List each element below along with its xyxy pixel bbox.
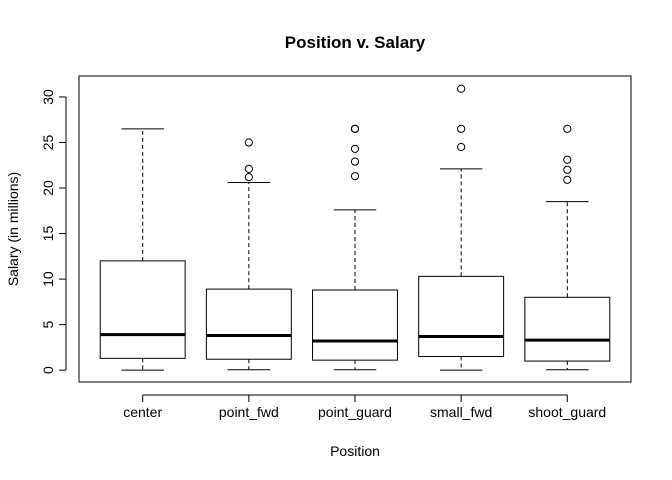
boxes-group — [99, 84, 611, 371]
x-tick-label: shoot_guard — [528, 404, 606, 420]
box-iqr — [312, 289, 398, 361]
outlier-point — [350, 124, 360, 133]
x-axis-label: Position — [330, 443, 380, 459]
outlier-point — [563, 165, 572, 174]
box-iqr — [524, 296, 611, 362]
outlier-point — [244, 172, 253, 182]
outlier-point — [563, 155, 572, 164]
outlier-point — [244, 164, 253, 173]
x-tick-label: point_guard — [318, 404, 392, 420]
x-tick-label: small_fwd — [430, 404, 492, 420]
y-tick-label: 25 — [40, 134, 56, 150]
outlier-point — [457, 124, 466, 133]
outlier-point — [350, 144, 360, 153]
box-shoot_guard — [524, 124, 611, 371]
outlier-point — [350, 172, 360, 181]
x-tick-label: center — [123, 404, 162, 420]
y-tick-label: 20 — [40, 180, 56, 196]
box-iqr — [99, 260, 186, 359]
x-axis: center point_fwd point_guard small_fwd shoot… — [123, 394, 606, 420]
y-tick-label: 15 — [40, 226, 56, 242]
box-point_fwd — [205, 138, 292, 371]
y-tick-label: 30 — [40, 89, 56, 105]
box-iqr — [418, 275, 505, 358]
box-small_fwd — [418, 84, 505, 371]
outlier-point — [457, 142, 466, 152]
plot-frame — [78, 75, 632, 383]
box-point_guard — [312, 124, 398, 371]
outlier-point — [350, 157, 360, 166]
outlier-point — [563, 124, 572, 133]
chart-title: Position v. Salary — [285, 33, 426, 52]
x-tick-label: point_fwd — [219, 404, 279, 420]
box-center — [99, 128, 186, 371]
y-axis: 0 5 10 15 20 25 30 — [40, 89, 67, 374]
y-axis-label: Salary (in millions) — [5, 172, 21, 286]
y-tick-label: 0 — [40, 366, 56, 374]
outlier-point — [563, 175, 572, 184]
y-tick-label: 10 — [40, 271, 56, 287]
outlier-point — [244, 138, 253, 147]
outlier-point — [457, 84, 466, 93]
box-iqr — [205, 288, 292, 360]
y-tick-label: 5 — [40, 321, 56, 329]
